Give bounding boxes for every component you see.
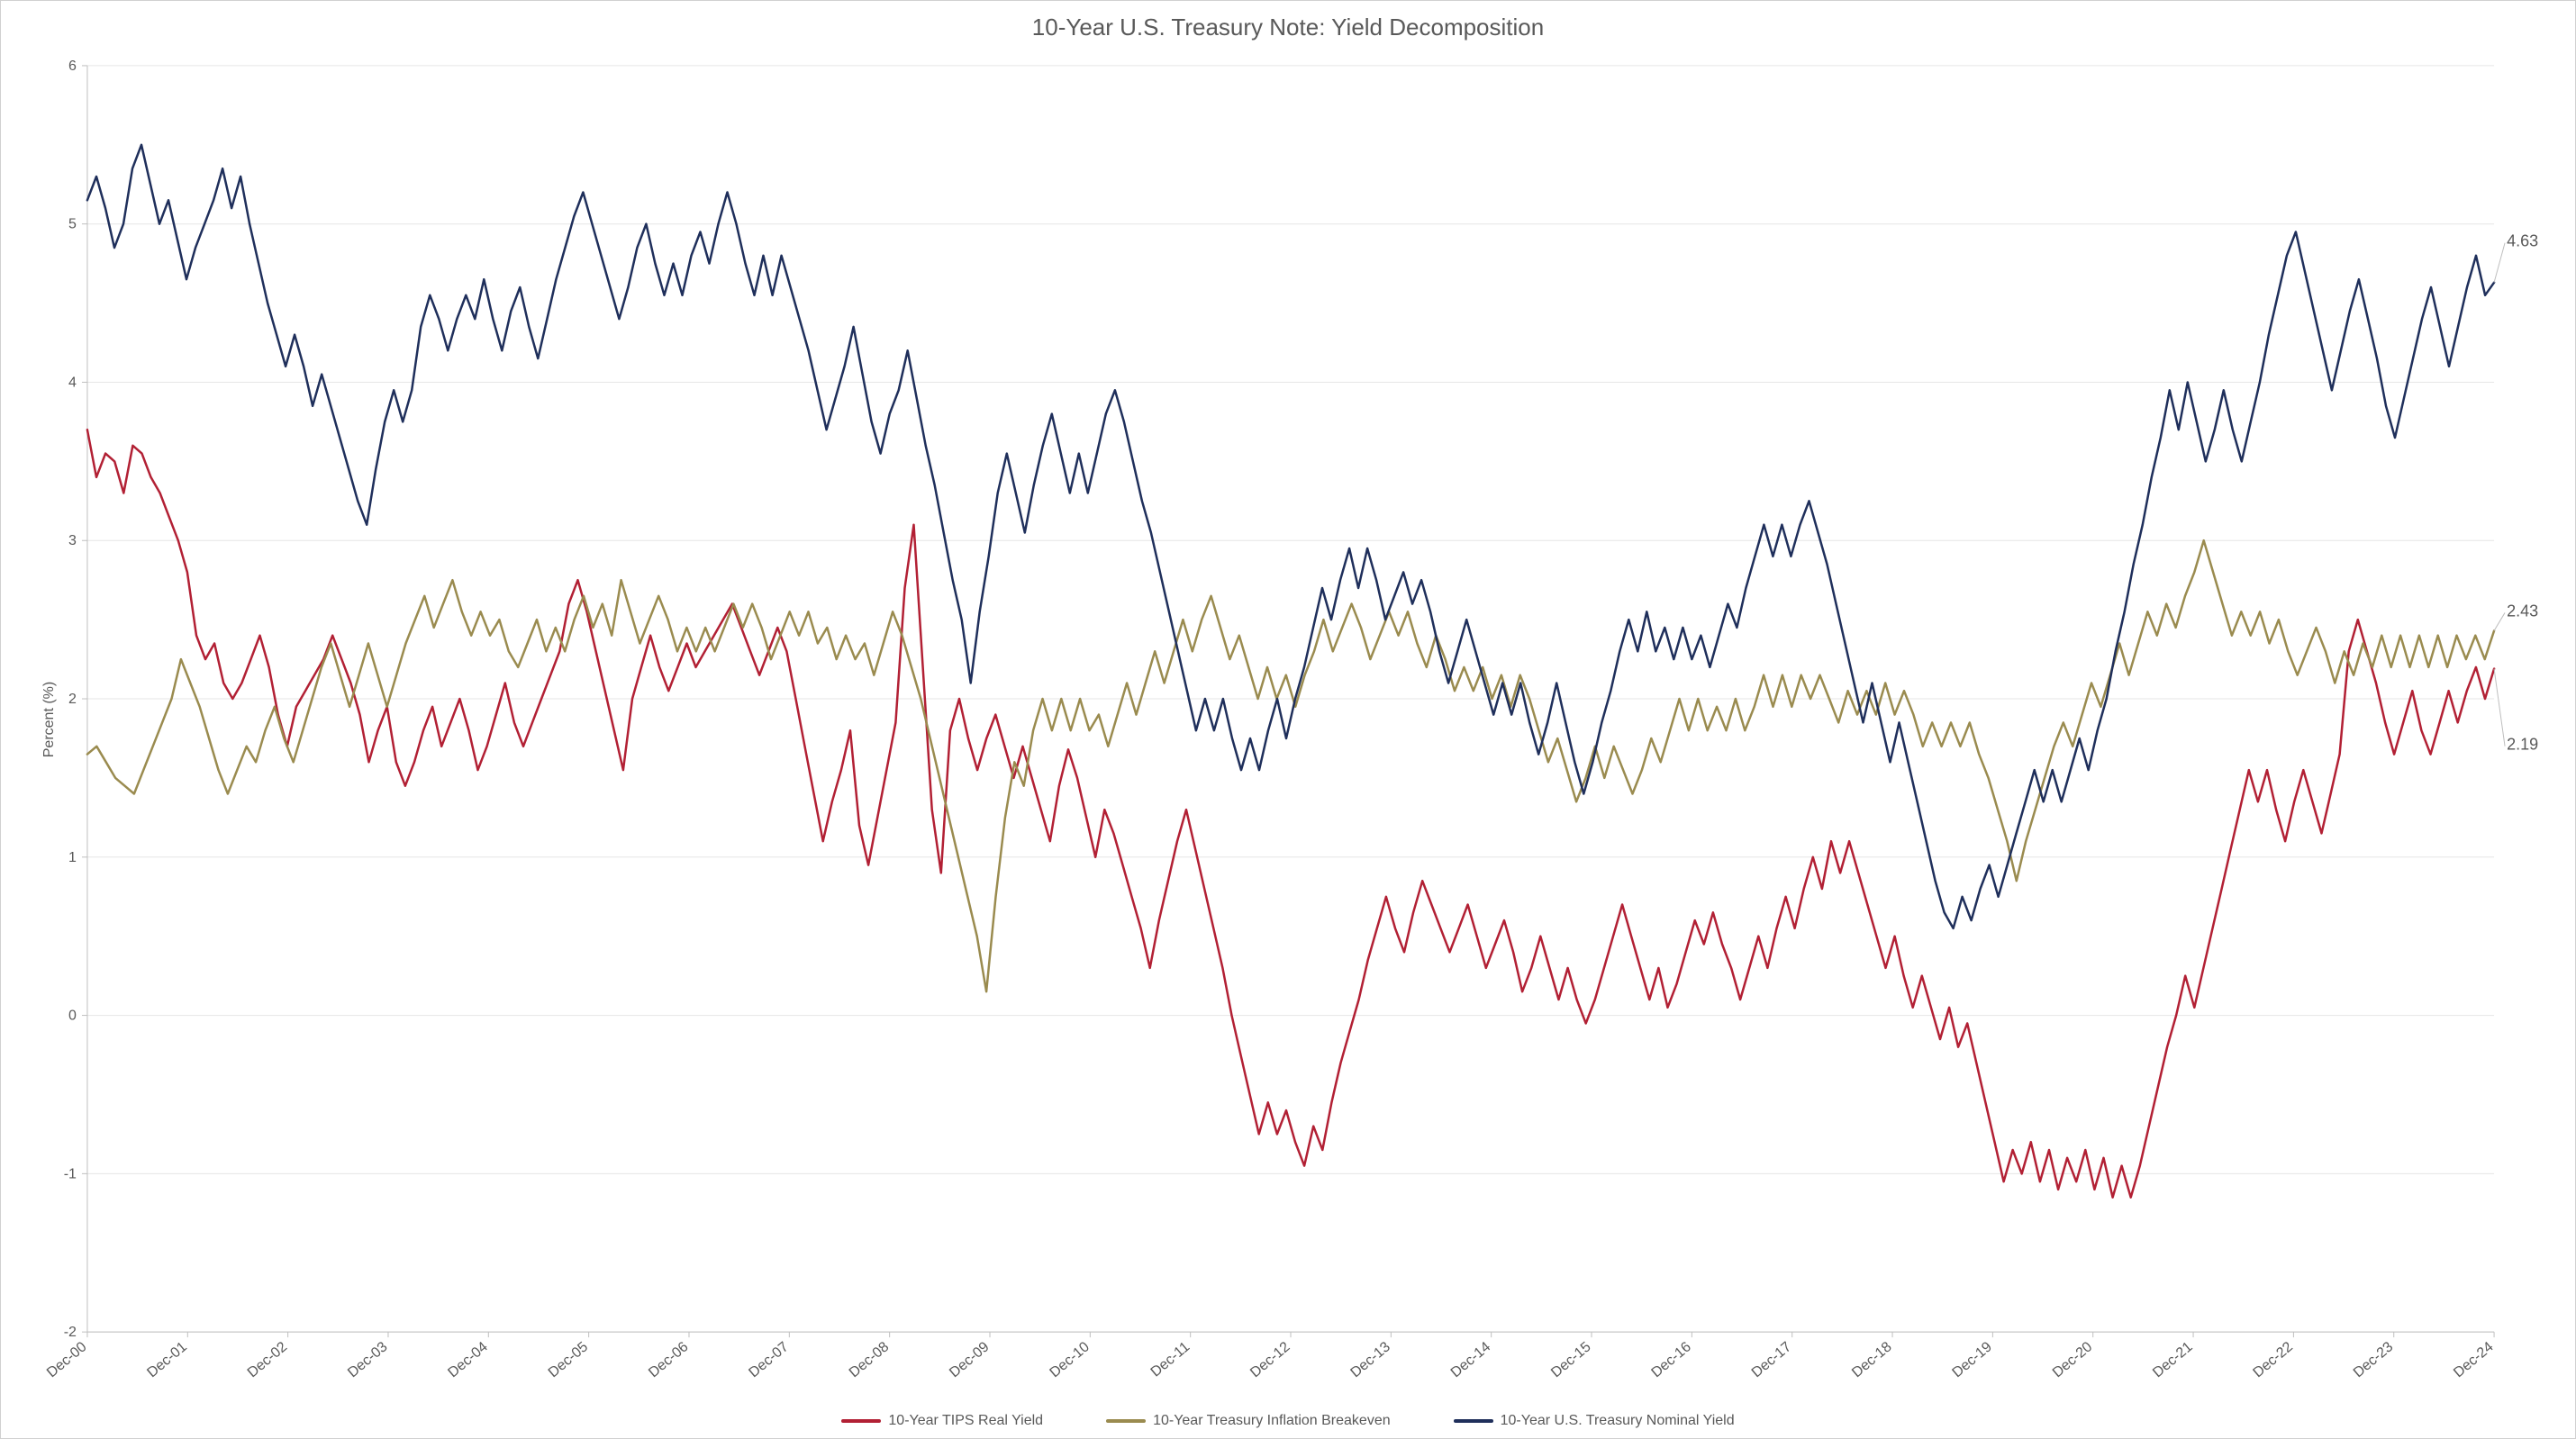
svg-text:Dec-07: Dec-07 <box>746 1339 792 1380</box>
svg-text:2.43: 2.43 <box>2507 602 2538 620</box>
legend: 10-Year TIPS Real Yield 10-Year Treasury… <box>1 1413 2575 1429</box>
svg-text:-2: -2 <box>64 1325 77 1340</box>
svg-text:Dec-13: Dec-13 <box>1347 1339 1393 1380</box>
svg-text:Dec-18: Dec-18 <box>1849 1339 1895 1380</box>
svg-text:Dec-12: Dec-12 <box>1247 1339 1293 1380</box>
svg-text:Dec-14: Dec-14 <box>1448 1339 1494 1380</box>
legend-item-tips: 10-Year TIPS Real Yield <box>841 1413 1043 1429</box>
svg-text:Dec-09: Dec-09 <box>947 1339 993 1380</box>
svg-text:Dec-16: Dec-16 <box>1648 1339 1694 1380</box>
svg-text:Dec-10: Dec-10 <box>1047 1339 1093 1380</box>
svg-text:Dec-00: Dec-00 <box>44 1339 90 1380</box>
svg-text:4: 4 <box>68 375 77 390</box>
y-axis-label: Percent (%) <box>41 682 58 757</box>
svg-text:Dec-23: Dec-23 <box>2351 1339 2397 1380</box>
svg-text:Dec-24: Dec-24 <box>2451 1339 2497 1380</box>
legend-swatch <box>1454 1419 1493 1423</box>
svg-text:6: 6 <box>68 59 77 74</box>
legend-label: 10-Year TIPS Real Yield <box>888 1413 1043 1429</box>
legend-item-breakeven: 10-Year Treasury Inflation Breakeven <box>1106 1413 1391 1429</box>
svg-text:Dec-02: Dec-02 <box>245 1339 291 1380</box>
svg-text:Dec-22: Dec-22 <box>2251 1339 2297 1380</box>
svg-text:1: 1 <box>68 850 77 865</box>
svg-text:Dec-19: Dec-19 <box>1950 1339 1996 1380</box>
svg-text:Dec-04: Dec-04 <box>445 1339 491 1380</box>
svg-text:3: 3 <box>68 533 77 548</box>
legend-swatch <box>1106 1419 1146 1423</box>
line-chart: -2 -1 0 1 2 3 4 5 6 Dec-00 Dec-01 Dec-02 Dec-03 Dec-0… <box>1 1 2575 1438</box>
svg-text:Dec-17: Dec-17 <box>1749 1339 1795 1380</box>
legend-item-nominal: 10-Year U.S. Treasury Nominal Yield <box>1454 1413 1735 1429</box>
svg-text:Dec-06: Dec-06 <box>646 1339 692 1380</box>
svg-text:Dec-03: Dec-03 <box>345 1339 391 1380</box>
svg-text:Dec-11: Dec-11 <box>1148 1339 1193 1380</box>
legend-label: 10-Year Treasury Inflation Breakeven <box>1153 1413 1391 1429</box>
chart-title: 10-Year U.S. Treasury Note: Yield Decomp… <box>1 14 2575 41</box>
svg-text:Dec-01: Dec-01 <box>144 1339 190 1380</box>
svg-text:Dec-08: Dec-08 <box>847 1339 893 1380</box>
svg-text:-1: -1 <box>64 1166 77 1181</box>
svg-text:Dec-05: Dec-05 <box>546 1339 592 1380</box>
chart-frame: 10-Year U.S. Treasury Note: Yield Decomp… <box>0 0 2576 1439</box>
svg-text:2.19: 2.19 <box>2507 736 2538 754</box>
svg-text:Dec-20: Dec-20 <box>2050 1339 2096 1380</box>
svg-text:0: 0 <box>68 1009 77 1024</box>
svg-text:2: 2 <box>68 692 77 707</box>
svg-text:Dec-15: Dec-15 <box>1548 1339 1594 1380</box>
legend-swatch <box>841 1419 881 1423</box>
svg-text:5: 5 <box>68 217 77 232</box>
legend-label: 10-Year U.S. Treasury Nominal Yield <box>1501 1413 1735 1429</box>
svg-text:Dec-21: Dec-21 <box>2150 1339 2196 1380</box>
svg-text:4.63: 4.63 <box>2507 232 2538 250</box>
